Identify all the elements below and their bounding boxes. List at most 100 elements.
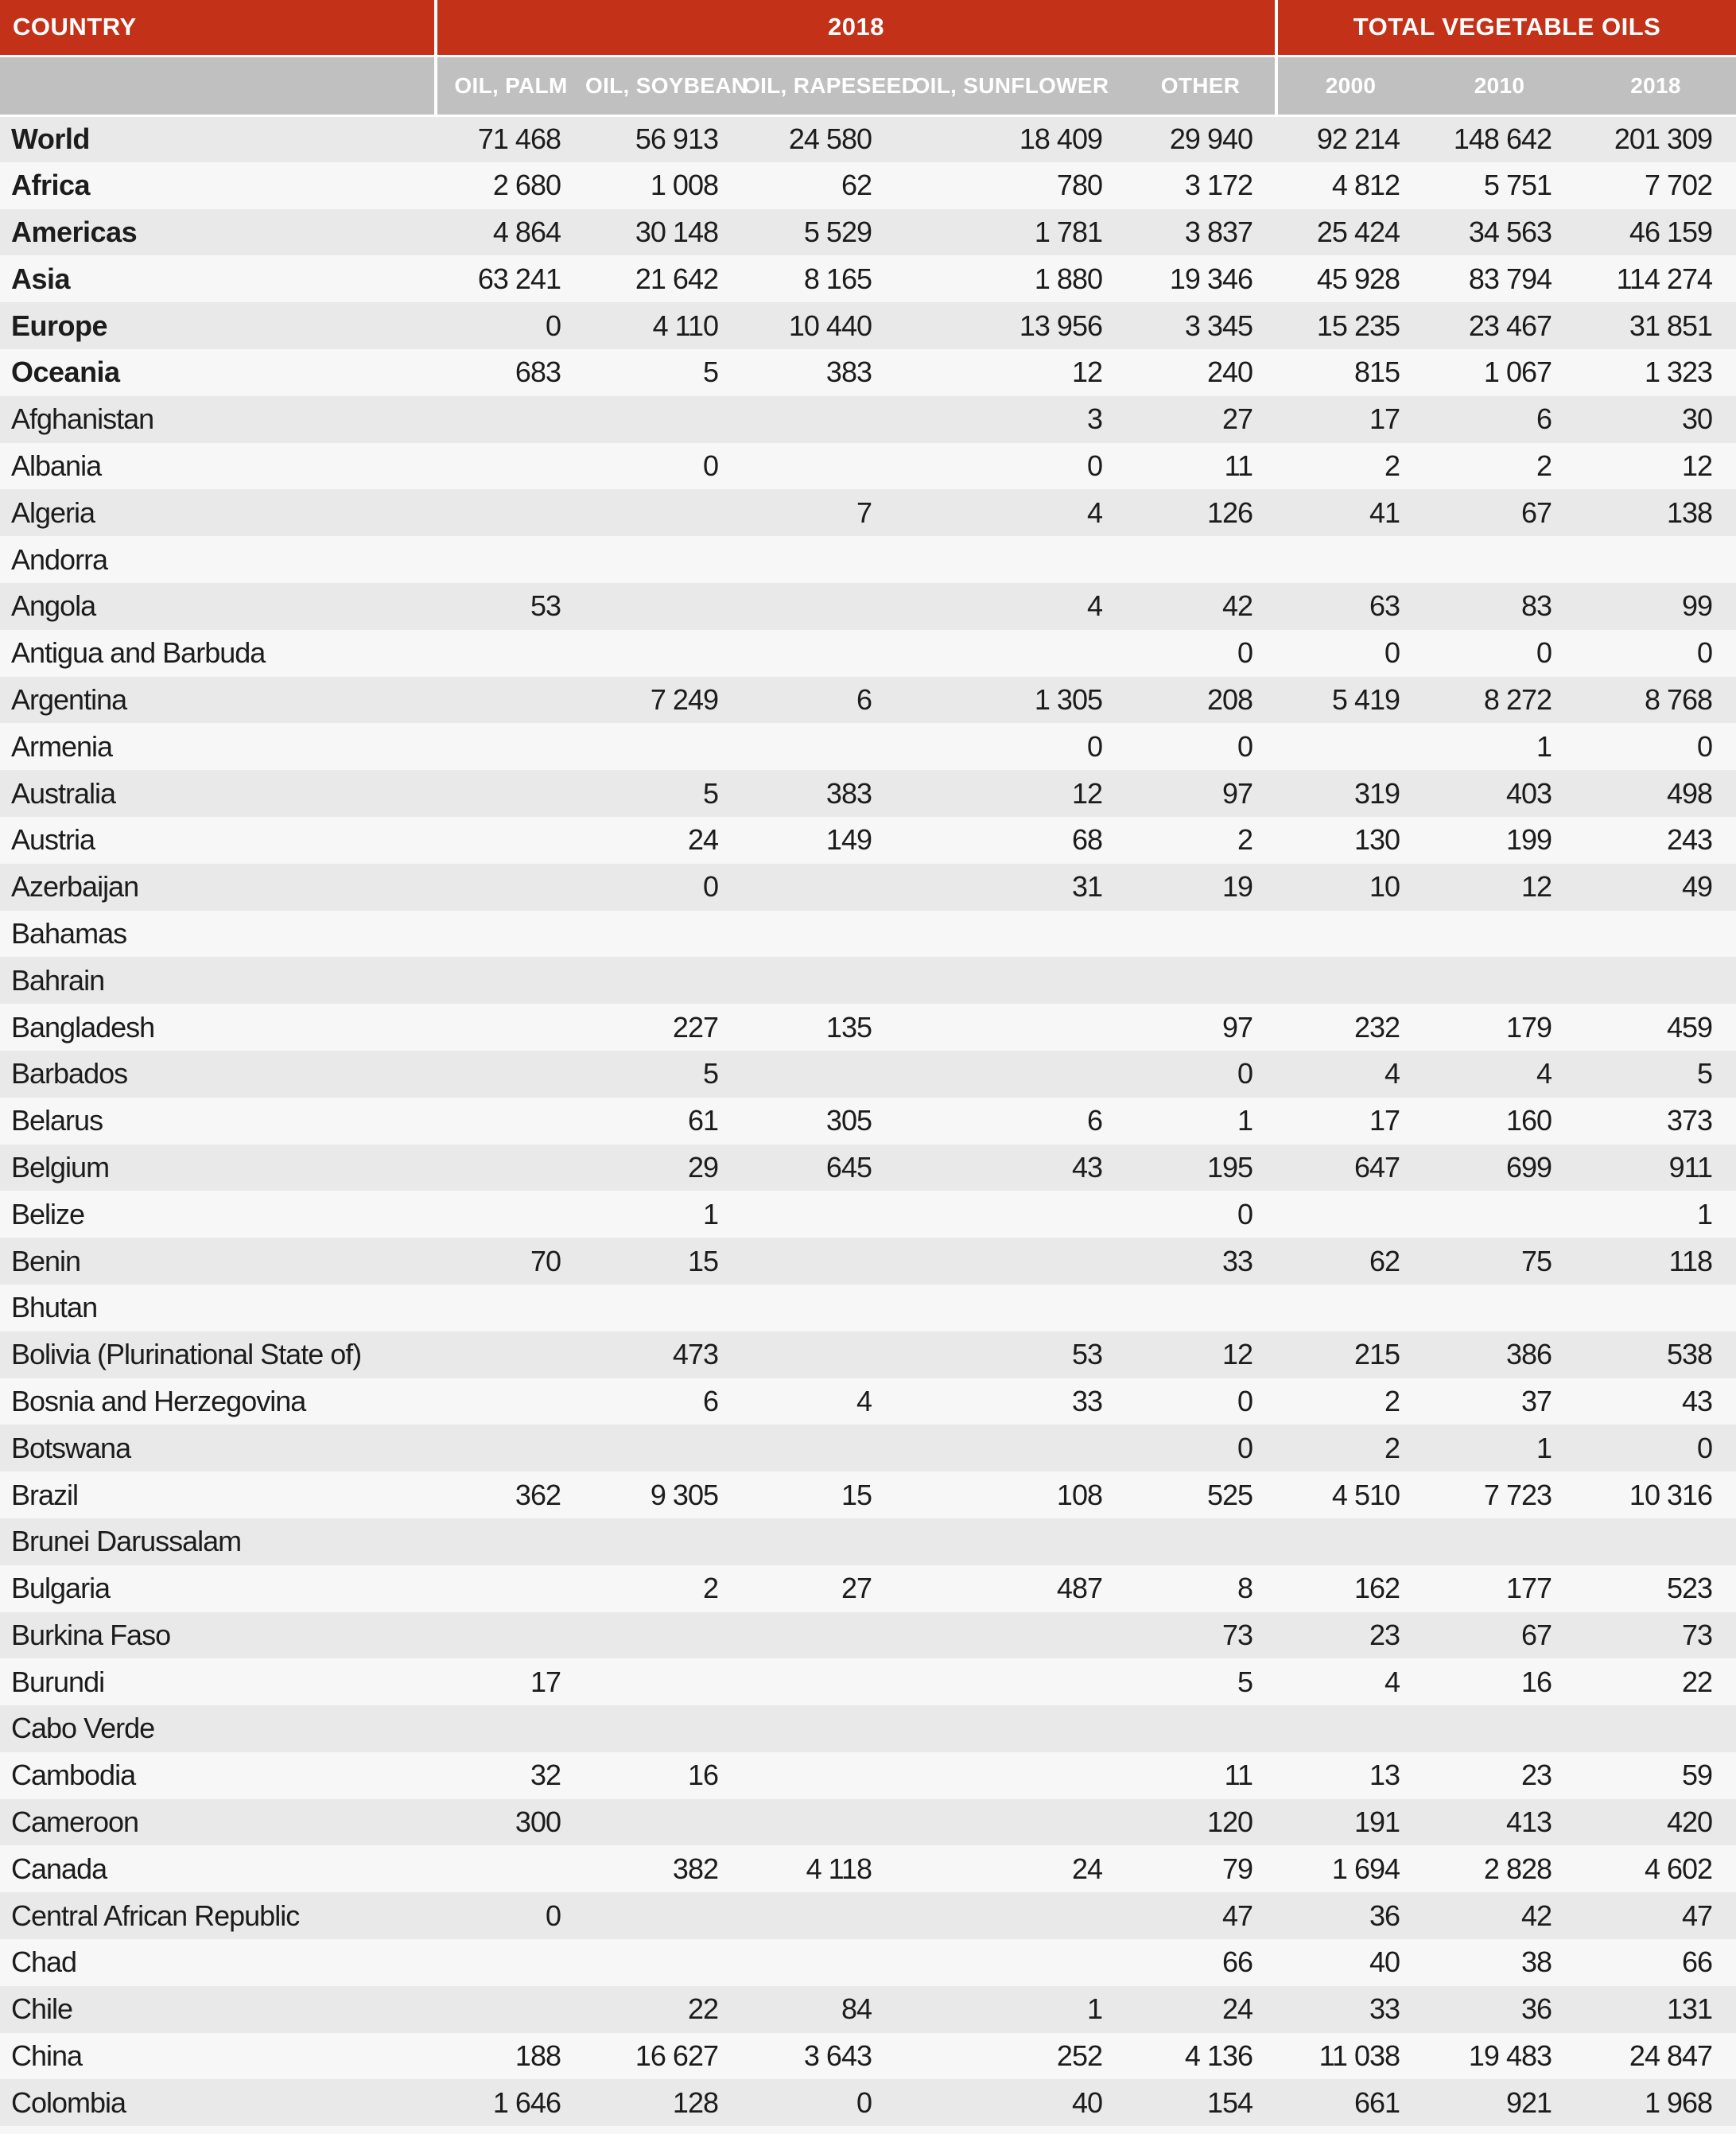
value-cell: 0 [1126, 723, 1277, 771]
value-cell: 27 [1126, 395, 1277, 443]
value-cell [1276, 1705, 1424, 1752]
value-cell [1575, 2126, 1736, 2134]
value-cell: 47 [1575, 1892, 1736, 1940]
subheader-year-2000: 2000 [1275, 56, 1424, 117]
value-cell: 138 [1575, 489, 1736, 537]
country-cell: Algeria [0, 489, 436, 537]
country-cell: Canada [0, 1845, 436, 1893]
table-row: Bahrain [0, 957, 1736, 1005]
value-cell: 1 008 [584, 161, 742, 209]
value-cell [895, 629, 1126, 677]
table-row: Burkina Faso 73 23 67 73 [0, 1611, 1736, 1659]
value-cell: 8 165 [742, 255, 895, 303]
value-cell: 661 [1276, 2079, 1424, 2127]
value-cell: 0 [1276, 629, 1424, 677]
value-cell [1423, 1191, 1576, 1238]
value-cell [584, 957, 742, 1005]
value-cell [1423, 957, 1576, 1005]
value-cell [584, 1658, 742, 1706]
value-cell: 473 [584, 1331, 742, 1378]
value-cell: 232 [1276, 1004, 1424, 1051]
value-cell [584, 910, 742, 958]
value-cell [1126, 2126, 1277, 2134]
value-cell: 29 [584, 1144, 742, 1191]
value-cell: 538 [1575, 1331, 1736, 1378]
value-cell: 62 [1276, 1238, 1424, 1285]
value-cell: 6 [584, 1378, 742, 1425]
value-cell [895, 1518, 1126, 1565]
value-cell [584, 489, 742, 537]
value-cell: 8 768 [1575, 676, 1736, 724]
country-cell: Armenia [0, 723, 436, 771]
value-cell: 5 751 [1423, 161, 1576, 209]
table-row: Americas 4 864 30 148 5 529 1 781 3 837 25 424… [0, 208, 1736, 256]
value-cell: 201 309 [1575, 115, 1736, 162]
value-cell: 16 [584, 1751, 742, 1799]
value-cell [436, 1939, 584, 1986]
value-cell [742, 1611, 895, 1659]
value-cell [1276, 536, 1424, 583]
value-cell: 22 [1575, 1658, 1736, 1706]
value-cell [742, 1751, 895, 1799]
table-row: Africa 2 680 1 008 62 780 3 172 4 812 5 751 7 70… [0, 161, 1736, 209]
value-cell: 84 [742, 1985, 895, 2033]
value-cell: 2 [1126, 816, 1277, 864]
value-cell: 70 [436, 1238, 584, 1285]
value-cell [436, 1144, 584, 1191]
value-cell [1423, 1705, 1576, 1752]
value-cell: 815 [1276, 348, 1424, 396]
value-cell: 383 [742, 348, 895, 396]
value-cell: 5 [584, 348, 742, 396]
value-cell: 199 [1423, 816, 1576, 864]
value-cell: 7 249 [584, 676, 742, 724]
country-cell: Belize [0, 1191, 436, 1238]
value-cell: 0 [895, 442, 1126, 490]
table-row: World 71 468 56 913 24 580 18 409 29 940 92 21… [0, 115, 1736, 162]
value-cell [436, 1050, 584, 1098]
country-cell: China [0, 2032, 436, 2080]
subheader-blank [0, 56, 436, 117]
value-cell: 42 [1126, 582, 1277, 630]
table-row: Bolivia (Plurinational State of) 473 53 12 2… [0, 1331, 1736, 1378]
value-cell: 1 880 [895, 255, 1126, 303]
table-row: Europe 0 4 110 10 440 13 956 3 345 15 235 23 46… [0, 302, 1736, 349]
country-cell: Austria [0, 816, 436, 864]
subheader-other: OTHER [1126, 56, 1277, 117]
value-cell [584, 536, 742, 583]
value-cell: 99 [1575, 582, 1736, 630]
value-cell: 4 [895, 489, 1126, 537]
value-cell: 0 [1423, 629, 1576, 677]
value-cell [584, 582, 742, 630]
value-cell: 0 [742, 2079, 895, 2127]
value-cell: 97 [1126, 770, 1277, 817]
value-cell: 12 [895, 348, 1126, 396]
value-cell [584, 1939, 742, 1986]
value-cell [436, 2126, 584, 2134]
value-cell: 17 [1276, 1097, 1424, 1145]
value-cell: 6 [895, 1097, 1126, 1145]
value-cell: 19 [1126, 863, 1277, 911]
value-cell [1276, 2126, 1424, 2134]
value-cell: 114 274 [1575, 255, 1736, 303]
value-cell: 0 [436, 302, 584, 349]
value-cell: 31 [895, 863, 1126, 911]
value-cell [742, 1050, 895, 1098]
country-cell: Brazil [0, 1471, 436, 1518]
value-cell: 33 [1276, 1985, 1424, 2033]
value-cell [584, 1518, 742, 1565]
value-cell: 0 [1126, 1191, 1277, 1238]
value-cell [1575, 1284, 1736, 1331]
value-cell: 33 [895, 1378, 1126, 1425]
subheader-oil-sunflower: OIL, SUNFLOWER [895, 56, 1126, 117]
value-cell [584, 1425, 742, 1472]
country-cell: Central African Republic [0, 1892, 436, 1940]
subheader-year-2018: 2018 [1575, 56, 1736, 117]
value-cell: 4 864 [436, 208, 584, 256]
value-cell: 523 [1575, 1565, 1736, 1612]
value-cell [742, 582, 895, 630]
value-cell [584, 2126, 742, 2134]
value-cell: 34 563 [1423, 208, 1576, 256]
value-cell: 45 928 [1276, 255, 1424, 303]
country-cell: Angola [0, 582, 436, 630]
country-cell: Europe [0, 302, 436, 349]
